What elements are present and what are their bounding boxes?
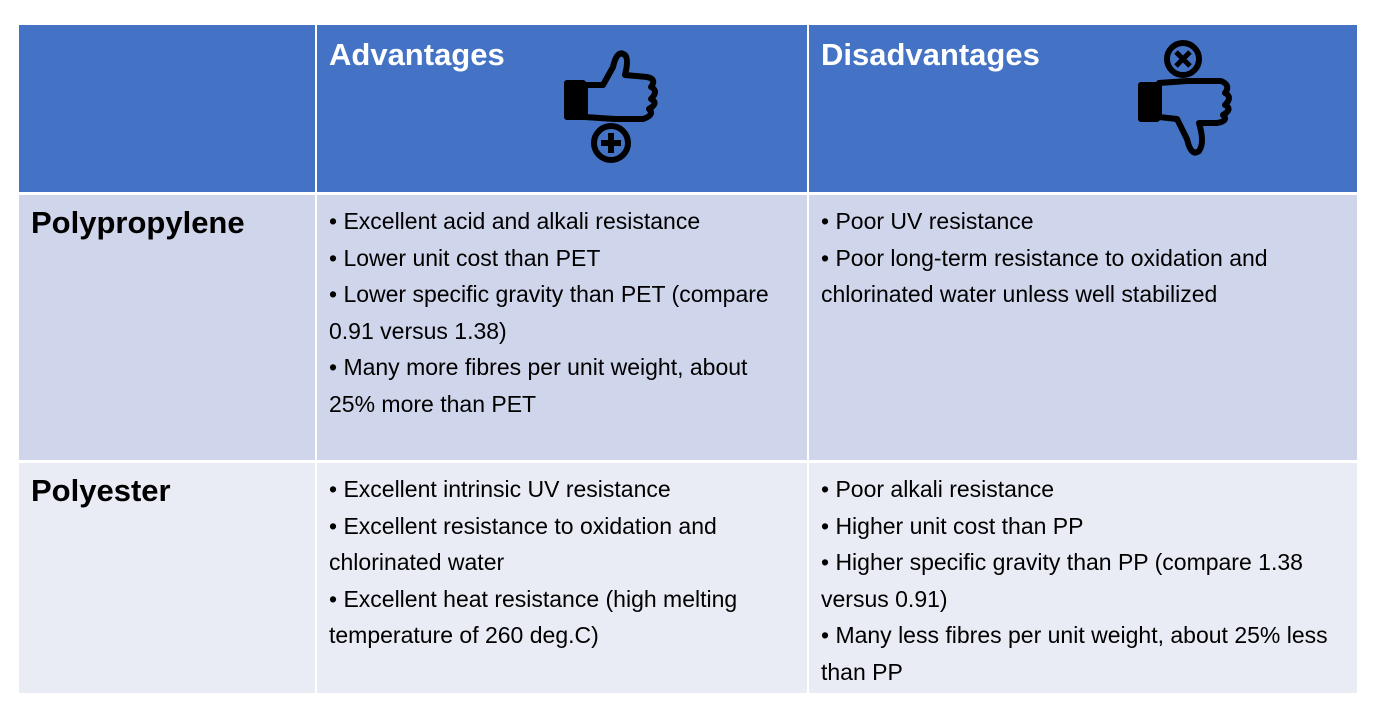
bullet-item: • Excellent acid and alkali resistance <box>329 208 701 234</box>
column-title: Advantages <box>329 37 505 72</box>
bullet-item: • Lower specific gravity than PET (compa… <box>329 281 769 344</box>
advantages-cell: • Excellent acid and alkali resistance • … <box>317 195 807 460</box>
row-label: Polyester <box>31 473 171 508</box>
bullet-item: • Higher specific gravity than PP (compa… <box>821 549 1303 612</box>
bullet-list: • Excellent intrinsic UV resistance • Exc… <box>329 471 797 654</box>
bullet-item: • Many less fibres per unit weight, abou… <box>821 622 1328 685</box>
advantages-cell: • Excellent intrinsic UV resistance • Exc… <box>317 463 807 693</box>
row-label-cell: Polyester <box>19 463 315 693</box>
bullet-item: • Excellent intrinsic UV resistance <box>329 476 671 502</box>
disadvantages-cell: • Poor UV resistance • Poor long-term res… <box>809 195 1357 460</box>
column-title: Disadvantages <box>821 37 1040 72</box>
bullet-list: • Poor UV resistance • Poor long-term res… <box>821 203 1347 313</box>
row-label: Polypropylene <box>31 205 245 240</box>
header-cell: Advantages <box>317 25 807 192</box>
disadvantages-cell: • Poor alkali resistance • Higher unit co… <box>809 463 1357 693</box>
bullet-list: • Poor alkali resistance • Higher unit co… <box>821 471 1347 690</box>
bullet-item: • Excellent resistance to oxidation and … <box>329 512 717 576</box>
bullet-item: • Many more fibres per unit weight, abou… <box>329 354 748 417</box>
header-cell <box>19 25 315 192</box>
bullet-item: • Excellent heat resistance (high meltin… <box>329 585 738 649</box>
header-cell: Disadvantages <box>809 25 1357 192</box>
thumbs-up-icon <box>564 50 658 163</box>
bullet-item: • Poor long-term resistance to oxidation… <box>821 244 1268 308</box>
bullet-item: • Poor UV resistance <box>821 208 1034 234</box>
row-label-cell: Polypropylene <box>19 195 315 460</box>
comparison-table: Advantages Disadvantages Polypropylene •… <box>19 25 1357 693</box>
thumbs-down-icon <box>1138 40 1232 156</box>
bullet-item: • Lower unit cost than PET <box>329 244 601 271</box>
bullet-item: • Poor alkali resistance <box>821 476 1055 502</box>
bullet-item: • Higher unit cost than PP <box>821 512 1084 539</box>
bullet-list: • Excellent acid and alkali resistance • … <box>329 203 797 422</box>
